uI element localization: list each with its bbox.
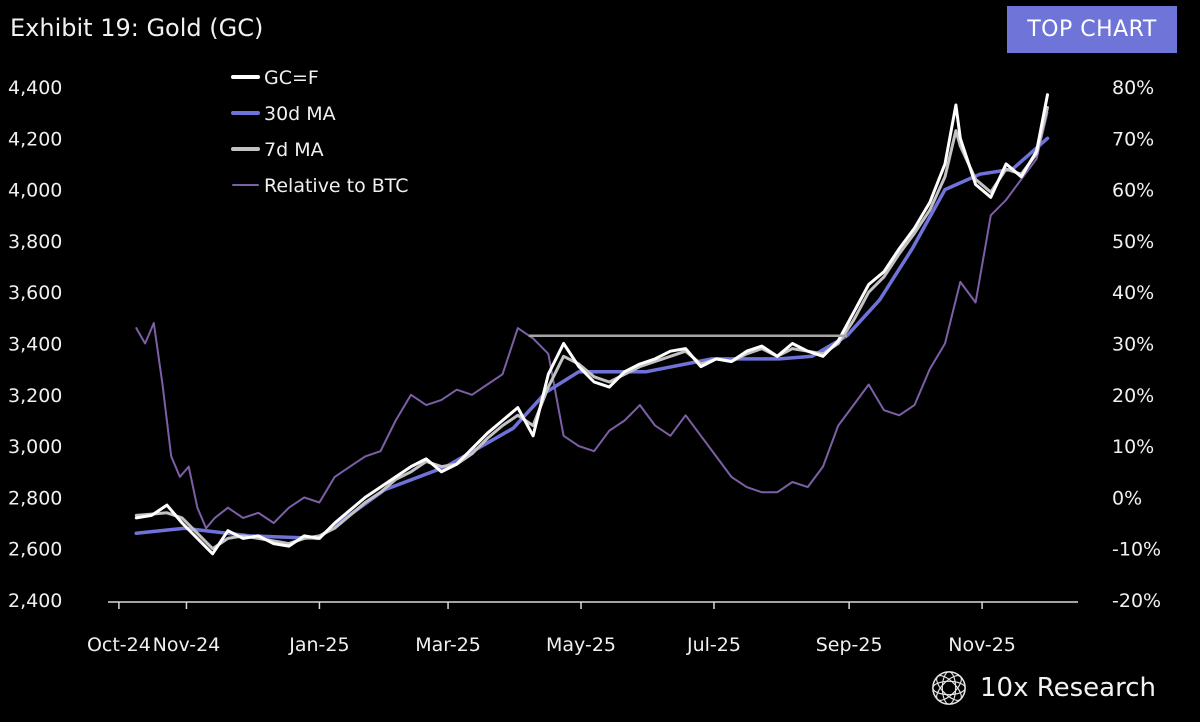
- y-left-tick-label: 3,200: [8, 385, 62, 407]
- y-right-tick-label: -10%: [1112, 539, 1161, 561]
- x-tick-label: Mar-25: [415, 634, 481, 656]
- x-tick-label: Sep-25: [816, 634, 883, 656]
- brand: 10x Research: [930, 668, 1156, 708]
- y-right-tick-label: 80%: [1112, 77, 1154, 99]
- y-right-tick-label: 60%: [1112, 180, 1154, 202]
- brand-name: 10x Research: [980, 673, 1156, 703]
- top-chart-badge: TOP CHART: [1007, 6, 1177, 53]
- y-right-tick-label: 50%: [1112, 231, 1154, 253]
- series-line-gc-f: [134, 93, 1049, 556]
- series-lines: [134, 93, 1050, 556]
- series-line-relative-to-btc: [135, 111, 1049, 530]
- axes: Oct-24 Nov-24 Jan-25 Mar-25 May-25 Jul-25 Sep-…: [8, 77, 1161, 656]
- y-left-tick-label: 3,400: [8, 334, 62, 356]
- y-right-tick-label: 10%: [1112, 436, 1154, 458]
- x-tick-label: Nov-24: [153, 634, 221, 656]
- y-right-tick-label: 0%: [1112, 487, 1142, 509]
- y-right-tick-label: 30%: [1112, 334, 1154, 356]
- y-left-tick-label: 2,600: [8, 539, 62, 561]
- series-line-7d-ma: [134, 106, 1049, 551]
- x-tick-label: Nov-25: [948, 634, 1016, 656]
- y-left-tick-label: 3,600: [8, 282, 62, 304]
- y-left-tick-label: 4,400: [8, 77, 62, 99]
- globe-wireframe-icon: [932, 671, 966, 705]
- y-left-tick-label: 2,800: [8, 487, 62, 509]
- y-right-tick-label: 70%: [1112, 128, 1154, 150]
- y-left-tick-label: 3,800: [8, 231, 62, 253]
- x-tick-label: Jul-25: [686, 634, 741, 656]
- x-tick-label: May-25: [546, 634, 616, 656]
- y-right-tick-label: -20%: [1112, 590, 1161, 612]
- y-right-tick-label: 40%: [1112, 282, 1154, 304]
- legend-label: Relative to BTC: [264, 175, 409, 197]
- series-line-30d-ma: [134, 136, 1050, 541]
- legend-label: 7d MA: [264, 139, 324, 161]
- y-left-tick-label: 4,000: [8, 180, 62, 202]
- legend: GC=F 30d MA 7d MA Relative to BTC: [231, 67, 409, 197]
- chart-title: Exhibit 19: Gold (GC): [10, 14, 264, 42]
- y-left-tick-label: 3,000: [8, 436, 62, 458]
- y-left-tick-label: 4,200: [8, 128, 62, 150]
- legend-label: 30d MA: [264, 103, 336, 125]
- legend-label: GC=F: [264, 67, 319, 89]
- x-tick-label: Jan-25: [288, 634, 349, 656]
- y-left-tick-label: 2,400: [8, 590, 62, 612]
- x-tick-label: Oct-24: [87, 634, 151, 656]
- y-right-tick-label: 20%: [1112, 385, 1154, 407]
